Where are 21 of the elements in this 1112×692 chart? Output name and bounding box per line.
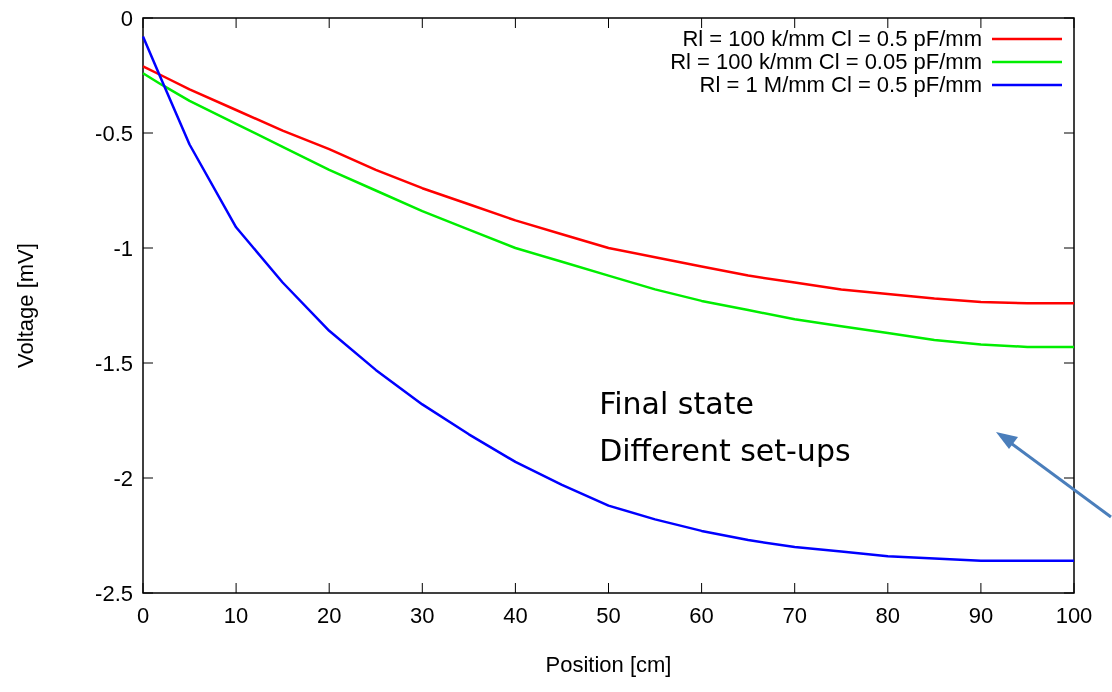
x-tick-label: 30 [410, 603, 435, 628]
x-tick-label: 90 [968, 603, 994, 628]
x-tick-label: 40 [503, 603, 528, 628]
x-tick-label: 70 [782, 603, 807, 628]
y-tick-label: -1 [113, 236, 133, 261]
x-tick-label: 100 [1055, 603, 1093, 628]
y-tick-label: 0 [120, 6, 133, 31]
y-tick-label: -0.5 [95, 121, 133, 146]
x-tick-label: 0 [136, 603, 150, 628]
legend-label: Rl = 100 k/mm Cl = 0.5 pF/mm [682, 26, 982, 51]
x-tick-label: 50 [596, 603, 621, 628]
x-axis-title: Position [cm] [545, 652, 672, 677]
x-tick-label: 80 [875, 603, 901, 628]
x-tick-label: 20 [316, 603, 342, 628]
y-tick-label: -1.5 [95, 351, 133, 376]
y-axis-title: Voltage [mV] [13, 243, 38, 368]
y-tick-label: -2.5 [95, 581, 133, 606]
annotation: Final state Different set-ups [599, 385, 851, 468]
y-tick-label: -2 [113, 466, 133, 491]
x-tick-label: 60 [689, 603, 714, 628]
x-tick-label: 10 [223, 603, 249, 628]
